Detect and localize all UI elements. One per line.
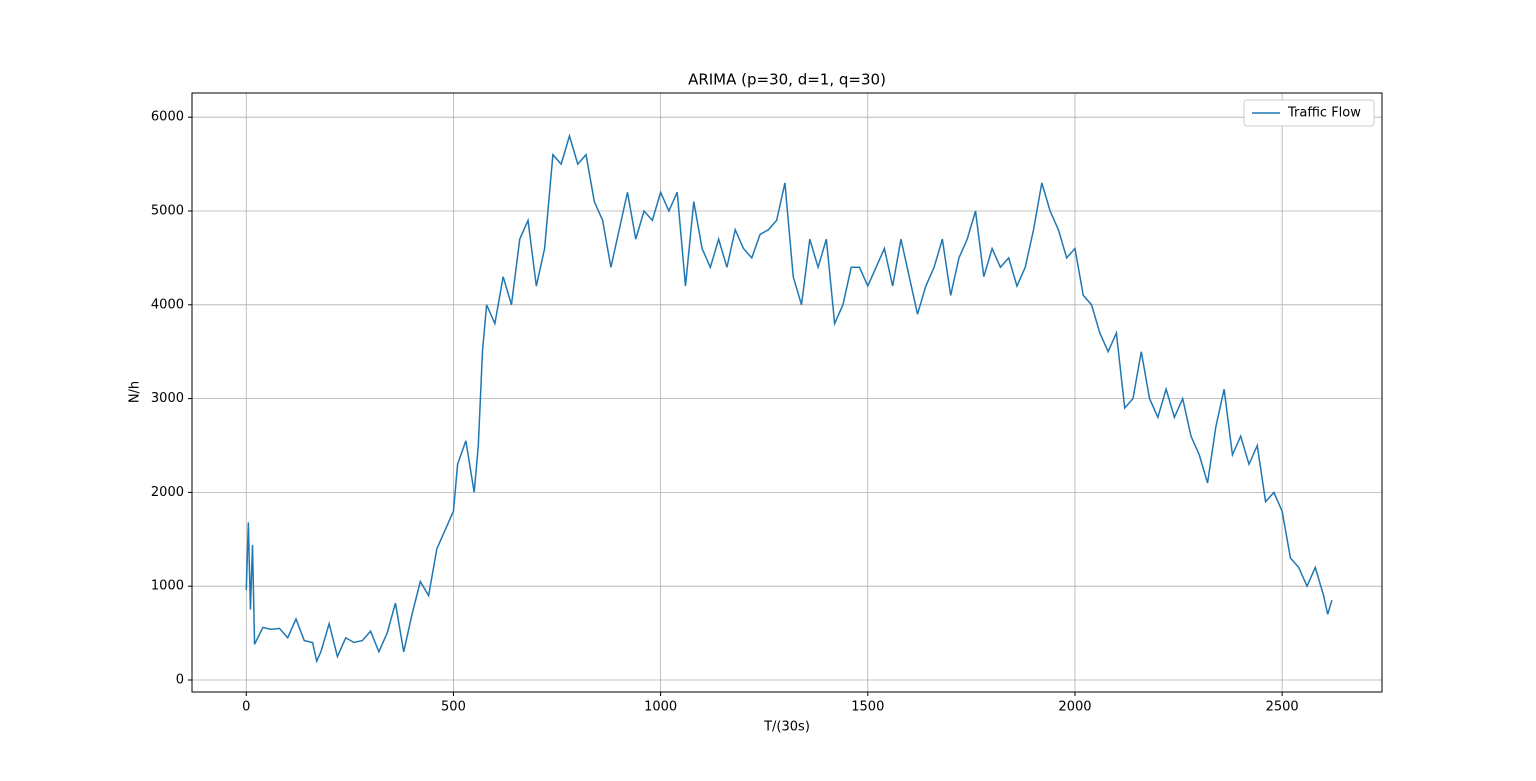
legend-box <box>1243 99 1375 127</box>
chart-title: ARIMA (p=30, d=1, q=30) <box>688 71 886 89</box>
data-line <box>245 133 1333 664</box>
y-axis-label: N/h <box>128 381 143 403</box>
y-tick-label: 6000 <box>151 110 184 125</box>
y-tick-label: 2000 <box>151 485 184 500</box>
y-tick-label: 0 <box>176 672 184 687</box>
y-tick-label: 4000 <box>151 297 184 312</box>
x-tick-label: 1000 <box>644 700 677 715</box>
y-tick-label: 3000 <box>151 391 184 406</box>
y-tick-label: 5000 <box>151 203 184 218</box>
x-tick-label: 1500 <box>851 700 884 715</box>
x-tick-label: 0 <box>242 700 250 715</box>
plot-frame <box>191 92 1383 693</box>
x-tick-label: 2500 <box>1266 700 1299 715</box>
x-tick-label: 500 <box>441 700 466 715</box>
y-tick-label: 1000 <box>151 579 184 594</box>
legend-label: Traffic Flow <box>1287 106 1361 121</box>
x-tick-label: 2000 <box>1058 700 1091 715</box>
x-axis-label: T/(30s) <box>763 720 810 735</box>
